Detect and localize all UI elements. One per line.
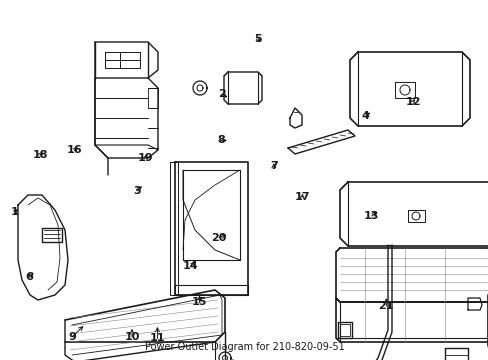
- Text: 15: 15: [191, 297, 207, 307]
- Text: 17: 17: [294, 192, 309, 202]
- Text: 11: 11: [149, 333, 165, 343]
- Text: 12: 12: [405, 96, 420, 107]
- Text: Power Outlet Diagram for 210-820-09-51: Power Outlet Diagram for 210-820-09-51: [144, 342, 344, 352]
- Text: 13: 13: [363, 211, 379, 221]
- Text: 8: 8: [217, 135, 224, 145]
- Text: 20: 20: [211, 233, 226, 243]
- Text: 16: 16: [66, 145, 82, 156]
- Text: 14: 14: [183, 261, 198, 271]
- Text: 4: 4: [361, 111, 369, 121]
- Text: 7: 7: [269, 161, 277, 171]
- Text: 1: 1: [11, 207, 19, 217]
- Text: 21: 21: [378, 301, 393, 311]
- Text: 5: 5: [254, 34, 262, 44]
- Text: 10: 10: [124, 332, 140, 342]
- Text: 2: 2: [218, 89, 226, 99]
- Text: 3: 3: [133, 186, 141, 196]
- Text: 19: 19: [138, 153, 153, 163]
- Text: 6: 6: [25, 272, 33, 282]
- Text: 9: 9: [68, 332, 76, 342]
- Text: 18: 18: [32, 150, 48, 160]
